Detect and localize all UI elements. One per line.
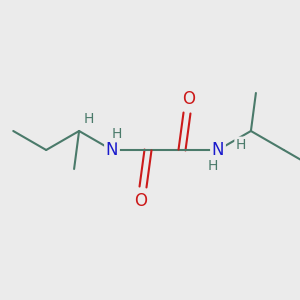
- Text: N: N: [106, 141, 118, 159]
- Text: N: N: [212, 141, 224, 159]
- Text: O: O: [182, 90, 196, 108]
- Text: H: H: [112, 127, 122, 141]
- Text: H: H: [208, 159, 218, 173]
- Text: H: H: [236, 138, 246, 152]
- Text: H: H: [84, 112, 94, 126]
- Text: O: O: [134, 192, 148, 210]
